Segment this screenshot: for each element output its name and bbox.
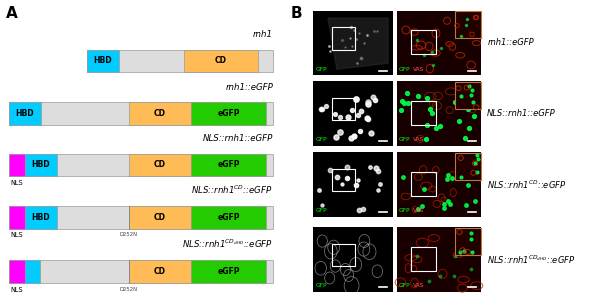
Text: eGFP: eGFP xyxy=(217,160,240,169)
Text: NLS: NLS xyxy=(10,287,23,292)
Text: NLS: NLS xyxy=(10,180,23,186)
Text: VAS: VAS xyxy=(413,208,424,213)
Bar xyxy=(332,27,355,50)
Text: GFP: GFP xyxy=(315,283,327,288)
Text: NLS::rnh1::eGFP: NLS::rnh1::eGFP xyxy=(203,134,273,143)
Bar xyxy=(8,206,25,229)
Text: GFP: GFP xyxy=(399,137,411,142)
Bar xyxy=(8,260,273,283)
Text: CD: CD xyxy=(154,213,166,222)
Polygon shape xyxy=(328,18,388,69)
Bar xyxy=(411,247,436,271)
Bar xyxy=(313,227,392,292)
Bar xyxy=(332,244,355,266)
Bar xyxy=(25,260,40,283)
Text: VAS: VAS xyxy=(413,283,424,288)
Bar xyxy=(8,260,25,283)
Text: VAS: VAS xyxy=(413,67,424,72)
Text: B: B xyxy=(290,6,302,21)
Text: NLS::rnh1$^{CD_{dHD}}$::eGFP: NLS::rnh1$^{CD_{dHD}}$::eGFP xyxy=(182,237,273,250)
Bar xyxy=(411,101,436,125)
Bar xyxy=(8,154,25,176)
Text: rnh1: rnh1 xyxy=(253,30,273,39)
Text: VAS: VAS xyxy=(413,137,424,142)
Bar xyxy=(191,206,267,229)
Text: GFP: GFP xyxy=(399,283,411,288)
Bar xyxy=(397,152,481,217)
Text: eGFP: eGFP xyxy=(217,213,240,222)
Bar xyxy=(332,168,355,191)
Bar xyxy=(129,102,191,125)
Bar xyxy=(397,11,481,75)
Bar xyxy=(129,154,191,176)
Bar xyxy=(129,260,191,283)
Text: A: A xyxy=(6,6,18,21)
Text: HBD: HBD xyxy=(15,109,34,118)
Bar xyxy=(455,153,480,180)
Text: HBD: HBD xyxy=(31,213,50,222)
Bar xyxy=(313,81,392,146)
Bar xyxy=(25,206,57,229)
Bar xyxy=(411,171,436,196)
Bar xyxy=(8,206,273,229)
Bar xyxy=(8,102,41,125)
Text: D252N: D252N xyxy=(120,232,138,237)
Bar xyxy=(455,11,480,38)
Bar xyxy=(313,11,392,75)
Bar xyxy=(86,50,273,72)
Text: HBD: HBD xyxy=(31,160,50,169)
Text: CD: CD xyxy=(154,267,166,276)
Text: CD: CD xyxy=(215,57,227,65)
Text: rnh1::eGFP: rnh1::eGFP xyxy=(225,83,273,92)
Text: NLS::rnh1::eGFP: NLS::rnh1::eGFP xyxy=(488,109,556,118)
Text: eGFP: eGFP xyxy=(217,109,240,118)
Bar xyxy=(86,50,119,72)
Bar xyxy=(25,154,57,176)
Text: GFP: GFP xyxy=(399,208,411,213)
Text: eGFP: eGFP xyxy=(217,267,240,276)
Text: D252N: D252N xyxy=(120,287,138,292)
Bar xyxy=(455,228,480,255)
Bar xyxy=(191,260,267,283)
Bar xyxy=(8,154,273,176)
Text: HBD: HBD xyxy=(93,57,112,65)
Text: GFP: GFP xyxy=(315,67,327,72)
Text: GFP: GFP xyxy=(315,137,327,142)
Text: CD: CD xyxy=(154,109,166,118)
Text: CD: CD xyxy=(154,160,166,169)
Text: rnh1::eGFP: rnh1::eGFP xyxy=(488,38,534,47)
Text: NLS: NLS xyxy=(10,232,23,238)
Bar xyxy=(411,30,436,54)
Text: GFP: GFP xyxy=(399,67,411,72)
Text: NLS::rnh1$^{CD}$::eGFP: NLS::rnh1$^{CD}$::eGFP xyxy=(488,178,567,191)
Bar xyxy=(8,102,273,125)
Bar xyxy=(184,50,258,72)
Text: GFP: GFP xyxy=(315,208,327,213)
Bar xyxy=(397,81,481,146)
Bar xyxy=(455,82,480,109)
Text: NLS::rnh1$^{CD}$::eGFP: NLS::rnh1$^{CD}$::eGFP xyxy=(191,183,273,196)
Bar xyxy=(129,206,191,229)
Text: NLS::rnh1$^{CD_{dHD}}$::eGFP: NLS::rnh1$^{CD_{dHD}}$::eGFP xyxy=(488,254,576,266)
Bar xyxy=(313,152,392,217)
Bar xyxy=(191,102,267,125)
Bar xyxy=(397,227,481,292)
Bar xyxy=(191,154,267,176)
Bar xyxy=(332,98,355,120)
